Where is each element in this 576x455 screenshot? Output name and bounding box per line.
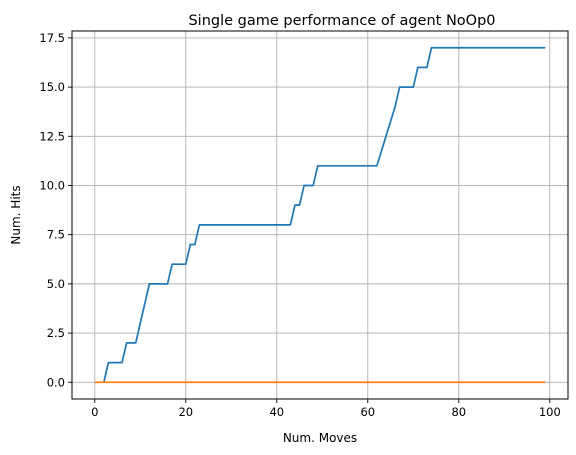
y-axis-label: Num. Hits [9,185,23,244]
x-tick-label: 20 [178,405,193,419]
x-tick-label: 100 [539,405,561,419]
plot-frame [71,30,569,400]
y-tick-label: 5.0 [47,277,65,291]
x-tick-label: 80 [451,405,466,419]
y-tick-label: 17.5 [39,31,65,45]
plot-series [94,46,546,384]
y-tick-label: 0.0 [47,375,65,389]
y-tick-label: 2.5 [47,326,65,340]
y-tick-label: 10.0 [39,178,65,192]
x-tick-label: 40 [269,405,284,419]
series-line-1 [103,46,546,383]
y-tick-label: 12.5 [39,129,65,143]
chart-title: Single game performance of agent NoOp0 [188,13,495,29]
x-tick-label: 60 [360,405,375,419]
y-tick-label: 15.0 [39,80,65,94]
x-axis-label: Num. Moves [283,431,357,445]
axis-ticks: 0 20 40 60 80 100 0.0 2.5 5.0 7.5 10.0 12.5 15.0 17.5 [39,31,560,419]
x-tick-label: 0 [91,405,98,419]
y-tick-label: 7.5 [47,228,65,242]
grid [72,31,568,399]
